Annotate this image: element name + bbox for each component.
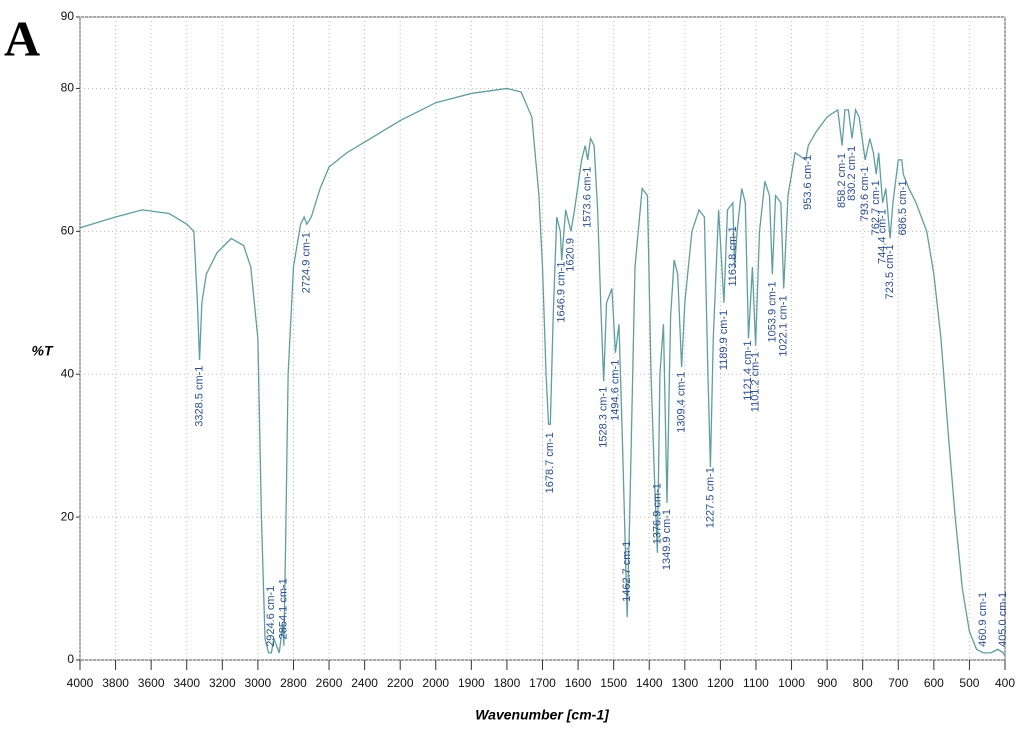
peak-label: 686.5 cm-1	[897, 180, 909, 235]
peak-label: 1101.2 cm-1	[749, 352, 761, 412]
x-tick-label: 1100	[743, 676, 769, 690]
peak-label: 723.5 cm-1	[884, 244, 896, 299]
peak-label: 1573.6 cm-1	[581, 167, 593, 228]
peak-label: 1678.7 cm-1	[544, 432, 556, 493]
x-tick-label: 2800	[280, 676, 307, 690]
x-tick-label: 3400	[173, 676, 200, 690]
peak-label: 1309.4 cm-1	[675, 372, 687, 433]
x-tick-label: 3600	[138, 676, 165, 690]
x-tick-label: 400	[995, 676, 1015, 690]
x-axis-label: Wavenumber [cm-1]	[475, 707, 610, 723]
y-tick-label: 20	[61, 509, 75, 523]
x-tick-label: 800	[853, 676, 873, 690]
x-tick-label: 1800	[494, 676, 521, 690]
x-tick-label: 1500	[600, 676, 627, 690]
peak-label: 1189.9 cm-1	[718, 310, 730, 370]
y-tick-label: 40	[61, 366, 75, 380]
peak-label: 858.2 cm-1	[836, 153, 848, 208]
peak-label: 1528.3 cm-1	[597, 387, 609, 448]
peak-label: 1646.9 cm-1	[555, 261, 567, 322]
peak-label: 1121.4 cm-1	[742, 340, 754, 400]
x-tick-label: 500	[959, 676, 979, 690]
peak-label: 762.7 cm-1	[870, 180, 882, 235]
x-tick-label: 1700	[529, 676, 556, 690]
x-tick-label: 1900	[458, 676, 485, 690]
y-tick-label: 80	[61, 81, 75, 95]
y-tick-label: 0	[67, 652, 74, 666]
x-tick-label: 3200	[209, 676, 236, 690]
x-tick-label: 2000	[422, 676, 449, 690]
x-tick-label: 4000	[67, 676, 94, 690]
peak-label: 744.4 cm-1	[876, 209, 888, 264]
x-tick-label: 2400	[351, 676, 378, 690]
peak-label: 405.0 cm-1	[997, 592, 1009, 647]
peak-label: 1494.6 cm-1	[609, 360, 621, 421]
peak-label: 1163.8 cm-1	[727, 226, 739, 286]
x-tick-label: 700	[888, 676, 908, 690]
peak-label: 830.2 cm-1	[846, 146, 858, 201]
x-tick-label: 3000	[245, 676, 272, 690]
x-tick-label: 1000	[778, 676, 805, 690]
peak-label: 1053.9 cm-1	[766, 281, 778, 342]
x-tick-label: 2200	[387, 676, 414, 690]
peak-label: 3328.5 cm-1	[193, 366, 205, 427]
x-tick-label: 1400	[636, 676, 663, 690]
x-tick-label: 3800	[102, 676, 129, 690]
peak-label: 1022.1 cm-1	[778, 295, 790, 356]
spectrum-line	[79, 87, 1006, 657]
x-tick-label: 600	[924, 676, 944, 690]
x-tick-label: 1600	[565, 676, 592, 690]
y-tick-label: 60	[61, 224, 75, 238]
x-tick-label: 1200	[707, 676, 734, 690]
x-tick-label: 1300	[671, 676, 698, 690]
peak-label: 2854.1 cm-1	[278, 578, 290, 639]
peak-label: 1227.5 cm-1	[705, 467, 717, 528]
peak-label: 1620.9	[565, 238, 577, 272]
peak-label: 953.6 cm-1	[802, 155, 814, 210]
peak-label: 460.9 cm-1	[977, 592, 989, 647]
panel-label: A	[4, 10, 40, 66]
y-axis-label: %T	[32, 343, 54, 359]
peak-label: 793.6 cm-1	[859, 166, 871, 221]
peak-label: 1376.9 cm-1	[651, 483, 663, 544]
y-tick-label: 90	[61, 9, 75, 23]
peak-label: 2924.6 cm-1	[265, 586, 277, 647]
peak-label: 1462.7 cm-1	[621, 541, 633, 602]
peak-label: 2724.9 cm-1	[301, 232, 313, 293]
peak-label: 1349.9 cm-1	[661, 509, 673, 570]
x-tick-label: 2600	[316, 676, 343, 690]
x-tick-label: 900	[817, 676, 837, 690]
